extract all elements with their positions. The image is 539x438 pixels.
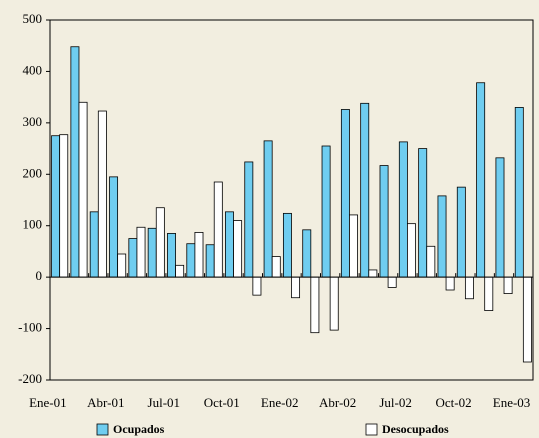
- bar: [194, 231, 204, 278]
- bar: [495, 157, 505, 278]
- y-tick-label: -200: [18, 371, 42, 386]
- bar: [437, 195, 447, 278]
- bar: [263, 140, 273, 278]
- bar: [70, 46, 80, 278]
- bar: [464, 276, 474, 300]
- bar: [186, 243, 196, 278]
- bar: [225, 211, 234, 278]
- bar: [360, 102, 370, 278]
- bar: [456, 186, 466, 278]
- bar: [147, 227, 157, 278]
- y-tick-label: 400: [23, 62, 43, 77]
- bar: [426, 245, 436, 278]
- x-tick-label: Ene-01: [29, 395, 67, 410]
- y-tick-label: 500: [23, 11, 43, 26]
- bar: [522, 276, 532, 363]
- bar: [418, 148, 428, 278]
- bar: [321, 145, 331, 278]
- bar: [51, 135, 61, 278]
- bar: [379, 165, 389, 278]
- bar: [167, 233, 176, 278]
- bar: [407, 223, 416, 278]
- bar: [205, 244, 215, 278]
- bar: [213, 181, 223, 278]
- bar: [398, 141, 408, 278]
- y-tick-label: 0: [36, 268, 43, 283]
- bar: [271, 256, 281, 278]
- x-tick-label: Jul-01: [148, 395, 181, 410]
- bar: [368, 269, 378, 278]
- bar: [109, 176, 119, 278]
- legend-label: Desocupados: [382, 422, 449, 436]
- y-tick-label: -100: [18, 320, 42, 335]
- legend-swatch: [365, 423, 378, 436]
- bar: [484, 276, 494, 311]
- bar: [302, 229, 312, 278]
- x-tick-label: Ene-02: [261, 395, 299, 410]
- x-tick-label: Jul-02: [379, 395, 412, 410]
- x-tick-label: Abr-01: [87, 395, 124, 410]
- bar: [244, 161, 254, 278]
- bar: [117, 253, 127, 278]
- legend-label: Ocupados: [113, 422, 165, 436]
- legend-swatch: [96, 423, 109, 436]
- bar: [252, 276, 262, 296]
- x-tick-label: Oct-02: [436, 395, 472, 410]
- bar: [282, 212, 292, 278]
- y-tick-label: 300: [23, 114, 43, 129]
- bar: [175, 264, 185, 278]
- bar: [514, 107, 524, 278]
- bar: [329, 276, 339, 331]
- plot-frame: [49, 19, 534, 381]
- x-tick-label: Abr-02: [319, 395, 356, 410]
- bar: [310, 276, 320, 334]
- bar: [233, 220, 243, 278]
- y-tick-label: 200: [23, 165, 43, 180]
- y-tick-label: 100: [23, 217, 43, 232]
- bar: [78, 101, 88, 278]
- bar: [445, 276, 455, 291]
- x-tick-label: Oct-01: [204, 395, 240, 410]
- bar: [291, 276, 301, 299]
- bar: [387, 276, 397, 288]
- bar: [476, 82, 486, 278]
- bar: [97, 110, 107, 278]
- bar: [349, 214, 358, 278]
- bar: [340, 109, 350, 278]
- bar: [89, 211, 99, 278]
- bar: [136, 226, 146, 278]
- bar: [128, 238, 138, 278]
- x-tick-label: Ene-03: [493, 395, 531, 410]
- bar: [155, 207, 165, 278]
- bar: [59, 134, 69, 278]
- bar: [503, 276, 513, 294]
